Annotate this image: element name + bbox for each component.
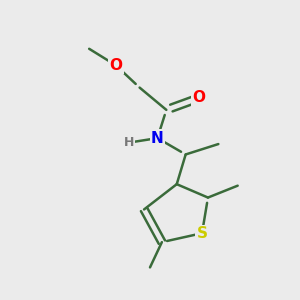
Text: S: S: [196, 226, 208, 241]
Text: O: O: [109, 58, 122, 73]
Text: O: O: [193, 91, 206, 106]
Text: H: H: [124, 136, 134, 149]
Text: N: N: [151, 130, 164, 146]
